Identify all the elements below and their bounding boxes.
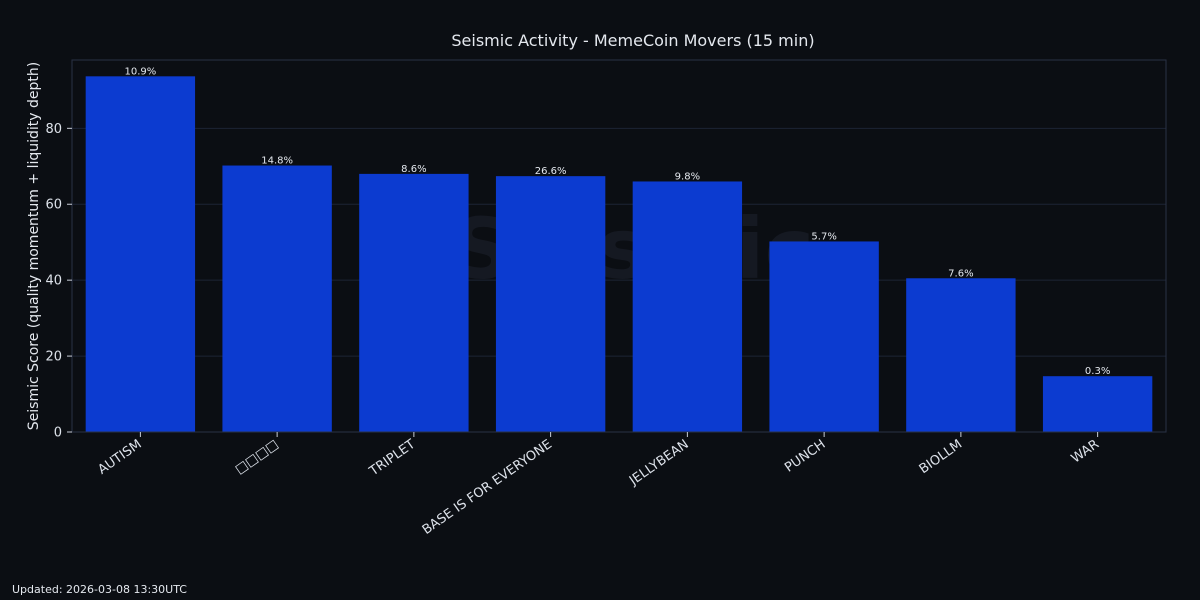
chart-title: Seismic Activity - MemeCoin Movers (15 m…	[451, 31, 814, 50]
y-tick-label: 40	[45, 274, 62, 289]
data-label: 5.7%	[811, 231, 836, 242]
plot-border	[71, 59, 1167, 433]
y-tick-label: 20	[45, 350, 62, 365]
bars	[85, 76, 1153, 432]
bar-5	[769, 241, 879, 432]
y-tick-label: 60	[45, 198, 62, 213]
bar-3	[495, 176, 606, 432]
x-tick-label: BASE IS FOR EVERYONE	[420, 437, 555, 538]
bar-0	[85, 76, 196, 432]
data-label: 7.6%	[948, 268, 973, 279]
y-tick-label: 0	[54, 426, 62, 441]
data-label: 14.8%	[261, 156, 293, 167]
x-tick-label: □□□□	[233, 437, 282, 477]
updated-timestamp: Updated: 2026-03-08 13:30UTC	[12, 583, 187, 596]
bar-4	[632, 181, 743, 432]
x-tick-label: BIOLLM	[917, 437, 965, 477]
bar-7	[1042, 376, 1153, 432]
x-tick-label: AUTISM	[95, 437, 144, 478]
x-tick-label: TRIPLET	[366, 437, 418, 480]
bar-1	[222, 165, 332, 432]
y-axis-label: Seismic Score (quality momentum + liquid…	[26, 62, 42, 430]
data-label: 10.9%	[124, 66, 156, 77]
data-label: 26.6%	[535, 166, 567, 177]
plot-frame	[71, 59, 1167, 433]
bar-2	[359, 173, 469, 432]
data-label: 0.3%	[1085, 366, 1110, 377]
data-labels: 10.9% 14.8% 8.6% 26.6% 9.8% 5.7% 7.6% 0.3%	[124, 66, 1110, 377]
x-tick-label: WAR	[1069, 437, 1102, 467]
x-tick-label: PUNCH	[782, 437, 828, 476]
x-tick-label: JELLYBEAN	[626, 437, 692, 489]
bar-6	[906, 278, 1016, 432]
data-label: 9.8%	[675, 171, 700, 182]
y-tick-label: 80	[45, 122, 62, 137]
data-label: 8.6%	[401, 164, 426, 175]
